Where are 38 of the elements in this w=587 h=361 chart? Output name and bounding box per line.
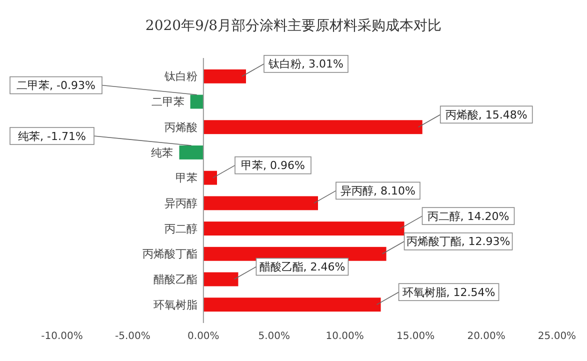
x-tick-label: -10.00% (41, 331, 83, 342)
data-label: 丙烯酸, 15.48% (445, 108, 528, 122)
data-label: 丙二醇, 14.20% (427, 210, 510, 223)
data-label: 二甲苯, -0.93% (16, 79, 96, 92)
y-tick-label: 丙二醇 (164, 222, 198, 236)
y-tick-label: 丙烯酸 (164, 120, 198, 134)
bar (190, 94, 204, 109)
y-tick-label: 纯苯 (151, 146, 174, 160)
y-tick-label: 环氧树脂 (153, 298, 198, 312)
y-tick-label: 异丙醇 (164, 197, 198, 210)
data-label: 环氧树脂, 12.54% (402, 286, 496, 299)
bar (203, 120, 422, 134)
y-tick-label: 二甲苯 (151, 96, 184, 109)
x-tick-label: -5.00% (115, 331, 150, 342)
x-tick-label: 25.00% (538, 331, 576, 342)
x-tick-label: 5.00% (258, 331, 290, 342)
data-label: 醋酸乙酯, 2.46% (259, 260, 346, 274)
y-tick-label: 甲苯 (175, 172, 198, 185)
x-tick-label: 15.00% (396, 331, 435, 342)
bar (203, 222, 404, 236)
x-tick-label: 0.00% (188, 331, 220, 342)
bar (203, 69, 246, 84)
y-tick-label: 丙烯酸丁酯 (142, 248, 198, 261)
data-label: 纯苯, -1.71% (18, 130, 86, 143)
data-label: 异丙醇, 8.10% (340, 184, 416, 198)
data-label: 丙烯酸丁酯, 12.93% (406, 235, 510, 248)
data-label: 钛白粉, 3.01% (268, 58, 344, 71)
y-tick-label: 钛白粉 (163, 70, 198, 84)
x-tick-label: 10.00% (326, 331, 364, 342)
x-tick-label: 20.00% (467, 331, 506, 342)
bar (179, 145, 204, 160)
bar (203, 298, 381, 312)
bar (203, 170, 218, 185)
data-label: 甲苯, 0.96% (241, 159, 305, 172)
y-tick-label: 醋酸乙酯 (153, 273, 198, 286)
bar (203, 196, 318, 210)
bar (203, 272, 238, 286)
chart-title: 2020年9/8月部分涂料主要原材料采购成本对比 (145, 18, 442, 34)
